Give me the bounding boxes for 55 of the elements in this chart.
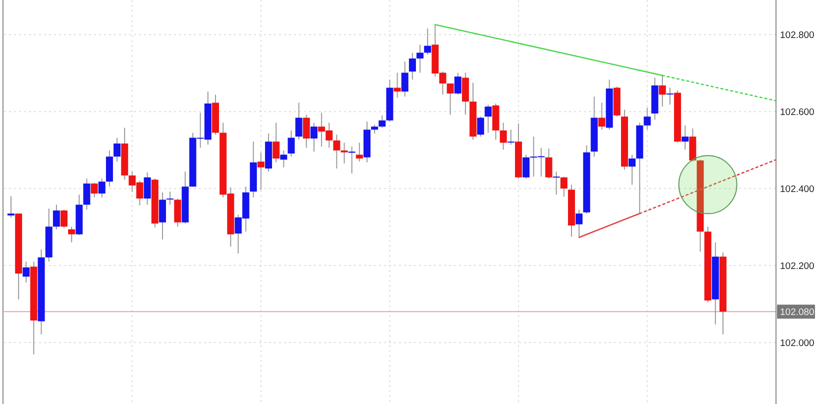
y-tick-label: 102.000 (780, 338, 814, 349)
y-tick-label: 102.400 (780, 184, 814, 195)
candlestick (522, 154, 530, 180)
candlestick (114, 137, 121, 162)
ref-line-label: 102.080 (780, 306, 814, 318)
candlestick (545, 148, 552, 180)
candlestick (484, 104, 492, 134)
candlestick (477, 116, 484, 138)
candlestick (356, 142, 363, 162)
candlestick (272, 122, 280, 163)
candlestick (598, 102, 606, 130)
candlestick (628, 154, 636, 186)
candlestick (68, 226, 76, 243)
candlestick (666, 87, 674, 106)
candlestick (424, 28, 432, 56)
candlestick (348, 146, 356, 174)
candlestick (416, 44, 424, 74)
candlestick (507, 129, 514, 146)
candlestick (52, 204, 60, 230)
candlestick (158, 192, 166, 240)
candlestick (174, 198, 182, 228)
y-tick-label: 102.800 (780, 30, 814, 41)
candlestick (658, 74, 666, 108)
candlestick (333, 134, 340, 170)
candlestick (682, 124, 689, 150)
candlestick (689, 128, 696, 162)
candlestick (462, 72, 469, 116)
candlestick (257, 152, 264, 190)
candlestick (644, 107, 651, 130)
candlestick (302, 114, 310, 148)
candlestick (576, 209, 583, 238)
candlestick (60, 209, 68, 228)
candlestick (378, 114, 386, 128)
candlestick (552, 171, 560, 196)
candlestick (83, 178, 90, 210)
y-tick-label: 102.600 (780, 106, 814, 118)
candlestick (394, 72, 401, 98)
candlestick (310, 122, 318, 152)
candlestick (22, 261, 30, 283)
y-tick-label: 102.200 (780, 260, 814, 272)
candlestick (280, 150, 288, 168)
candlestick (446, 82, 454, 116)
candlestick (8, 196, 14, 218)
candlestick (98, 178, 106, 198)
candlestick (340, 142, 348, 164)
candlestick (295, 102, 302, 140)
candlestick (288, 130, 295, 158)
candlestick (90, 182, 98, 198)
candlestick (144, 172, 151, 206)
candlestick (401, 61, 408, 98)
candlestick (408, 52, 416, 80)
candlestick (166, 191, 174, 206)
candlestick (560, 176, 568, 198)
candlestick (454, 72, 462, 96)
candlestick (500, 122, 507, 150)
